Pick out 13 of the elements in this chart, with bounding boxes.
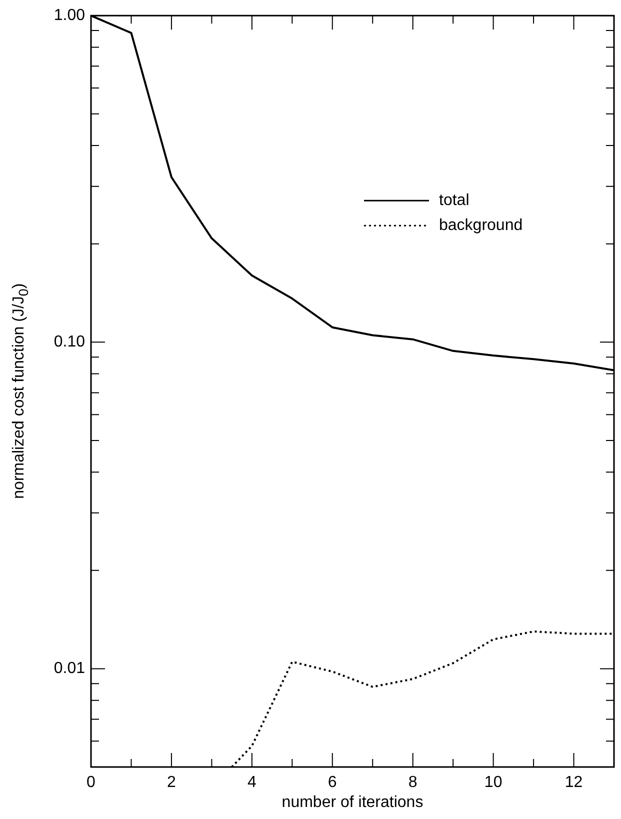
x-tick-label: 8	[408, 774, 418, 792]
y-tick-label: 0.10	[54, 334, 86, 351]
x-tick-label: 2	[167, 774, 176, 792]
x-tick-label: 10	[484, 774, 502, 792]
y-tick-label: 1.00	[54, 7, 86, 24]
x-tick-label: 12	[564, 774, 583, 792]
x-tick-label: 4	[247, 774, 256, 792]
x-axis-title: number of iterations	[280, 794, 424, 812]
legend-label: total	[439, 192, 470, 210]
y-tick-label: 0.01	[54, 660, 86, 678]
legend-label: background	[439, 217, 523, 234]
x-tick-label: 6	[328, 774, 337, 792]
x-tick-label: 0	[86, 774, 96, 792]
